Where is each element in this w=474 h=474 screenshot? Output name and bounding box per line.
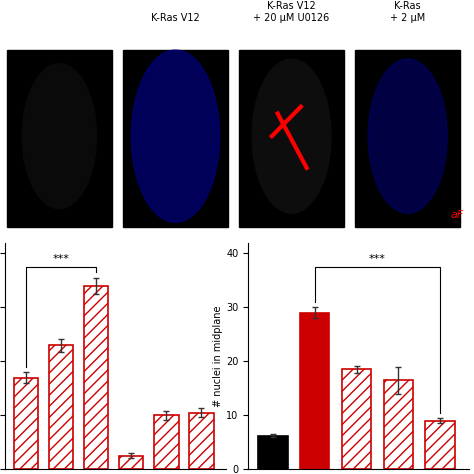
Bar	[258, 436, 288, 469]
Text: ***: ***	[369, 254, 386, 264]
Bar	[123, 50, 228, 227]
Circle shape	[368, 59, 447, 213]
Bar	[356, 50, 460, 227]
Bar	[7, 50, 111, 227]
Bar	[189, 412, 214, 469]
Bar	[342, 369, 371, 469]
Text: K-Ras V12: K-Ras V12	[151, 13, 200, 23]
Text: aF: aF	[450, 210, 464, 220]
Text: ***: ***	[53, 254, 69, 264]
Bar	[383, 380, 413, 469]
Bar	[119, 456, 144, 469]
Text: K-Ras
+ 2 μM: K-Ras + 2 μM	[390, 1, 425, 23]
Bar	[239, 50, 344, 227]
Circle shape	[131, 50, 219, 222]
Bar	[84, 286, 109, 469]
Bar	[300, 313, 329, 469]
Text: K-Ras V12
+ 20 μM U0126: K-Ras V12 + 20 μM U0126	[254, 1, 330, 23]
Bar	[154, 415, 179, 469]
Circle shape	[252, 59, 331, 213]
Bar	[14, 378, 38, 469]
Bar	[49, 345, 73, 469]
Bar	[426, 421, 455, 469]
Circle shape	[22, 64, 97, 209]
Y-axis label: # nuclei in midplane: # nuclei in midplane	[213, 305, 223, 407]
